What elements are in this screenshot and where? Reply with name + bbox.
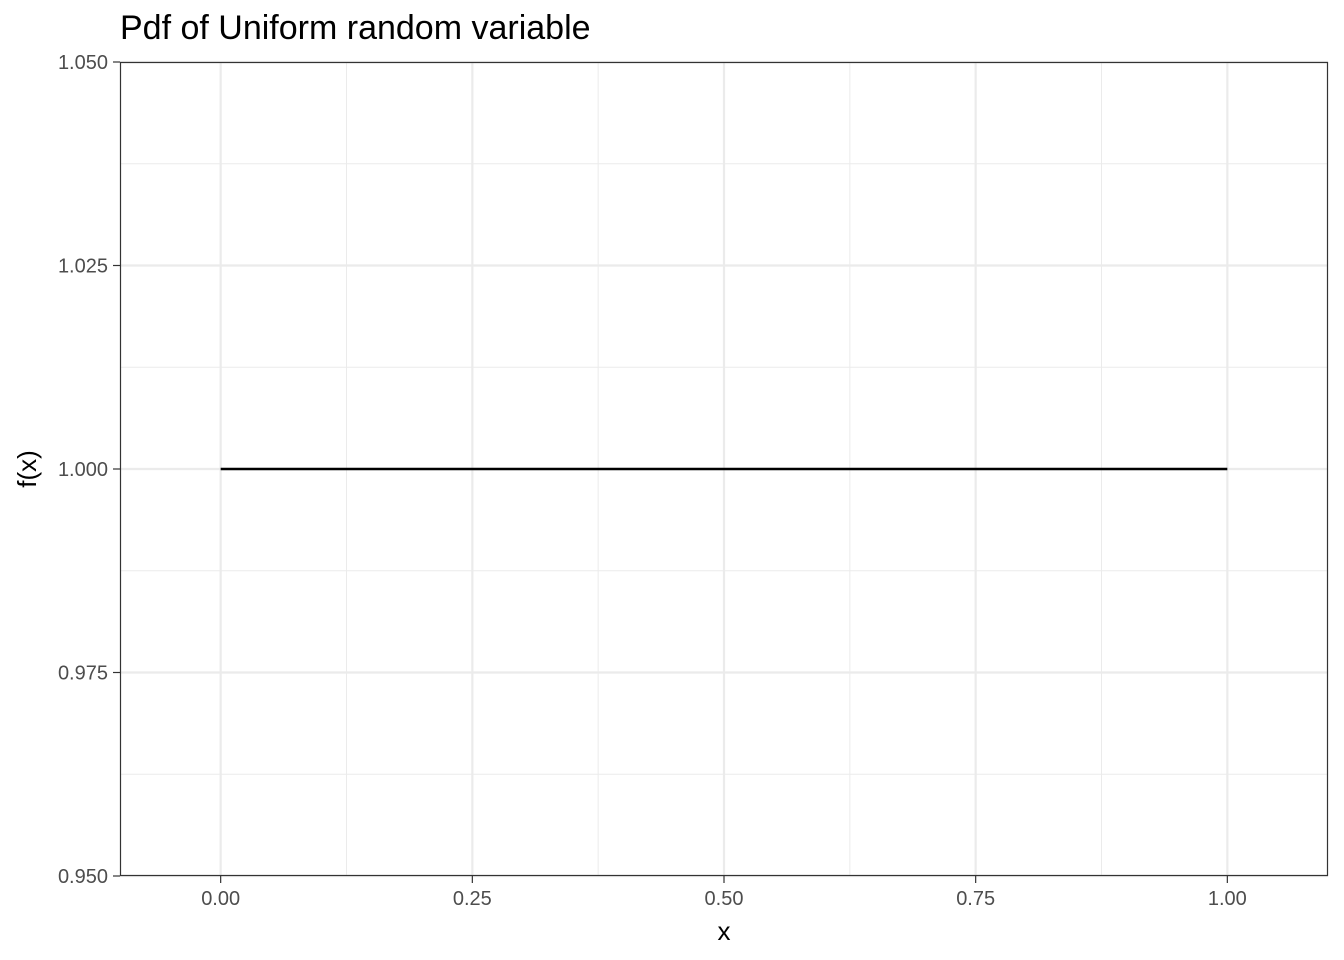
x-tick-label: 0.00: [201, 888, 240, 910]
x-tick-label: 0.50: [705, 888, 744, 910]
y-axis-ticks: 0.950 0.975 1.000 1.025 1.050: [58, 52, 120, 888]
x-axis-ticks: 0.00 0.25 0.50 0.75 1.00: [201, 876, 1247, 910]
x-tick-label: 0.25: [453, 888, 492, 910]
y-tick-label: 1.050: [58, 52, 108, 74]
x-axis-title: x: [718, 916, 731, 946]
chart-title: Pdf of Uniform random variable: [120, 9, 591, 47]
y-tick-label: 1.025: [58, 256, 108, 278]
y-axis-title: f(x): [12, 450, 42, 488]
y-tick-label: 0.950: [58, 866, 108, 888]
x-tick-label: 1.00: [1208, 888, 1247, 910]
plot-border: [119, 61, 1329, 877]
y-tick-label: 1.000: [58, 459, 108, 481]
y-tick-label: 0.975: [58, 663, 108, 685]
x-tick-label: 0.75: [956, 888, 995, 910]
